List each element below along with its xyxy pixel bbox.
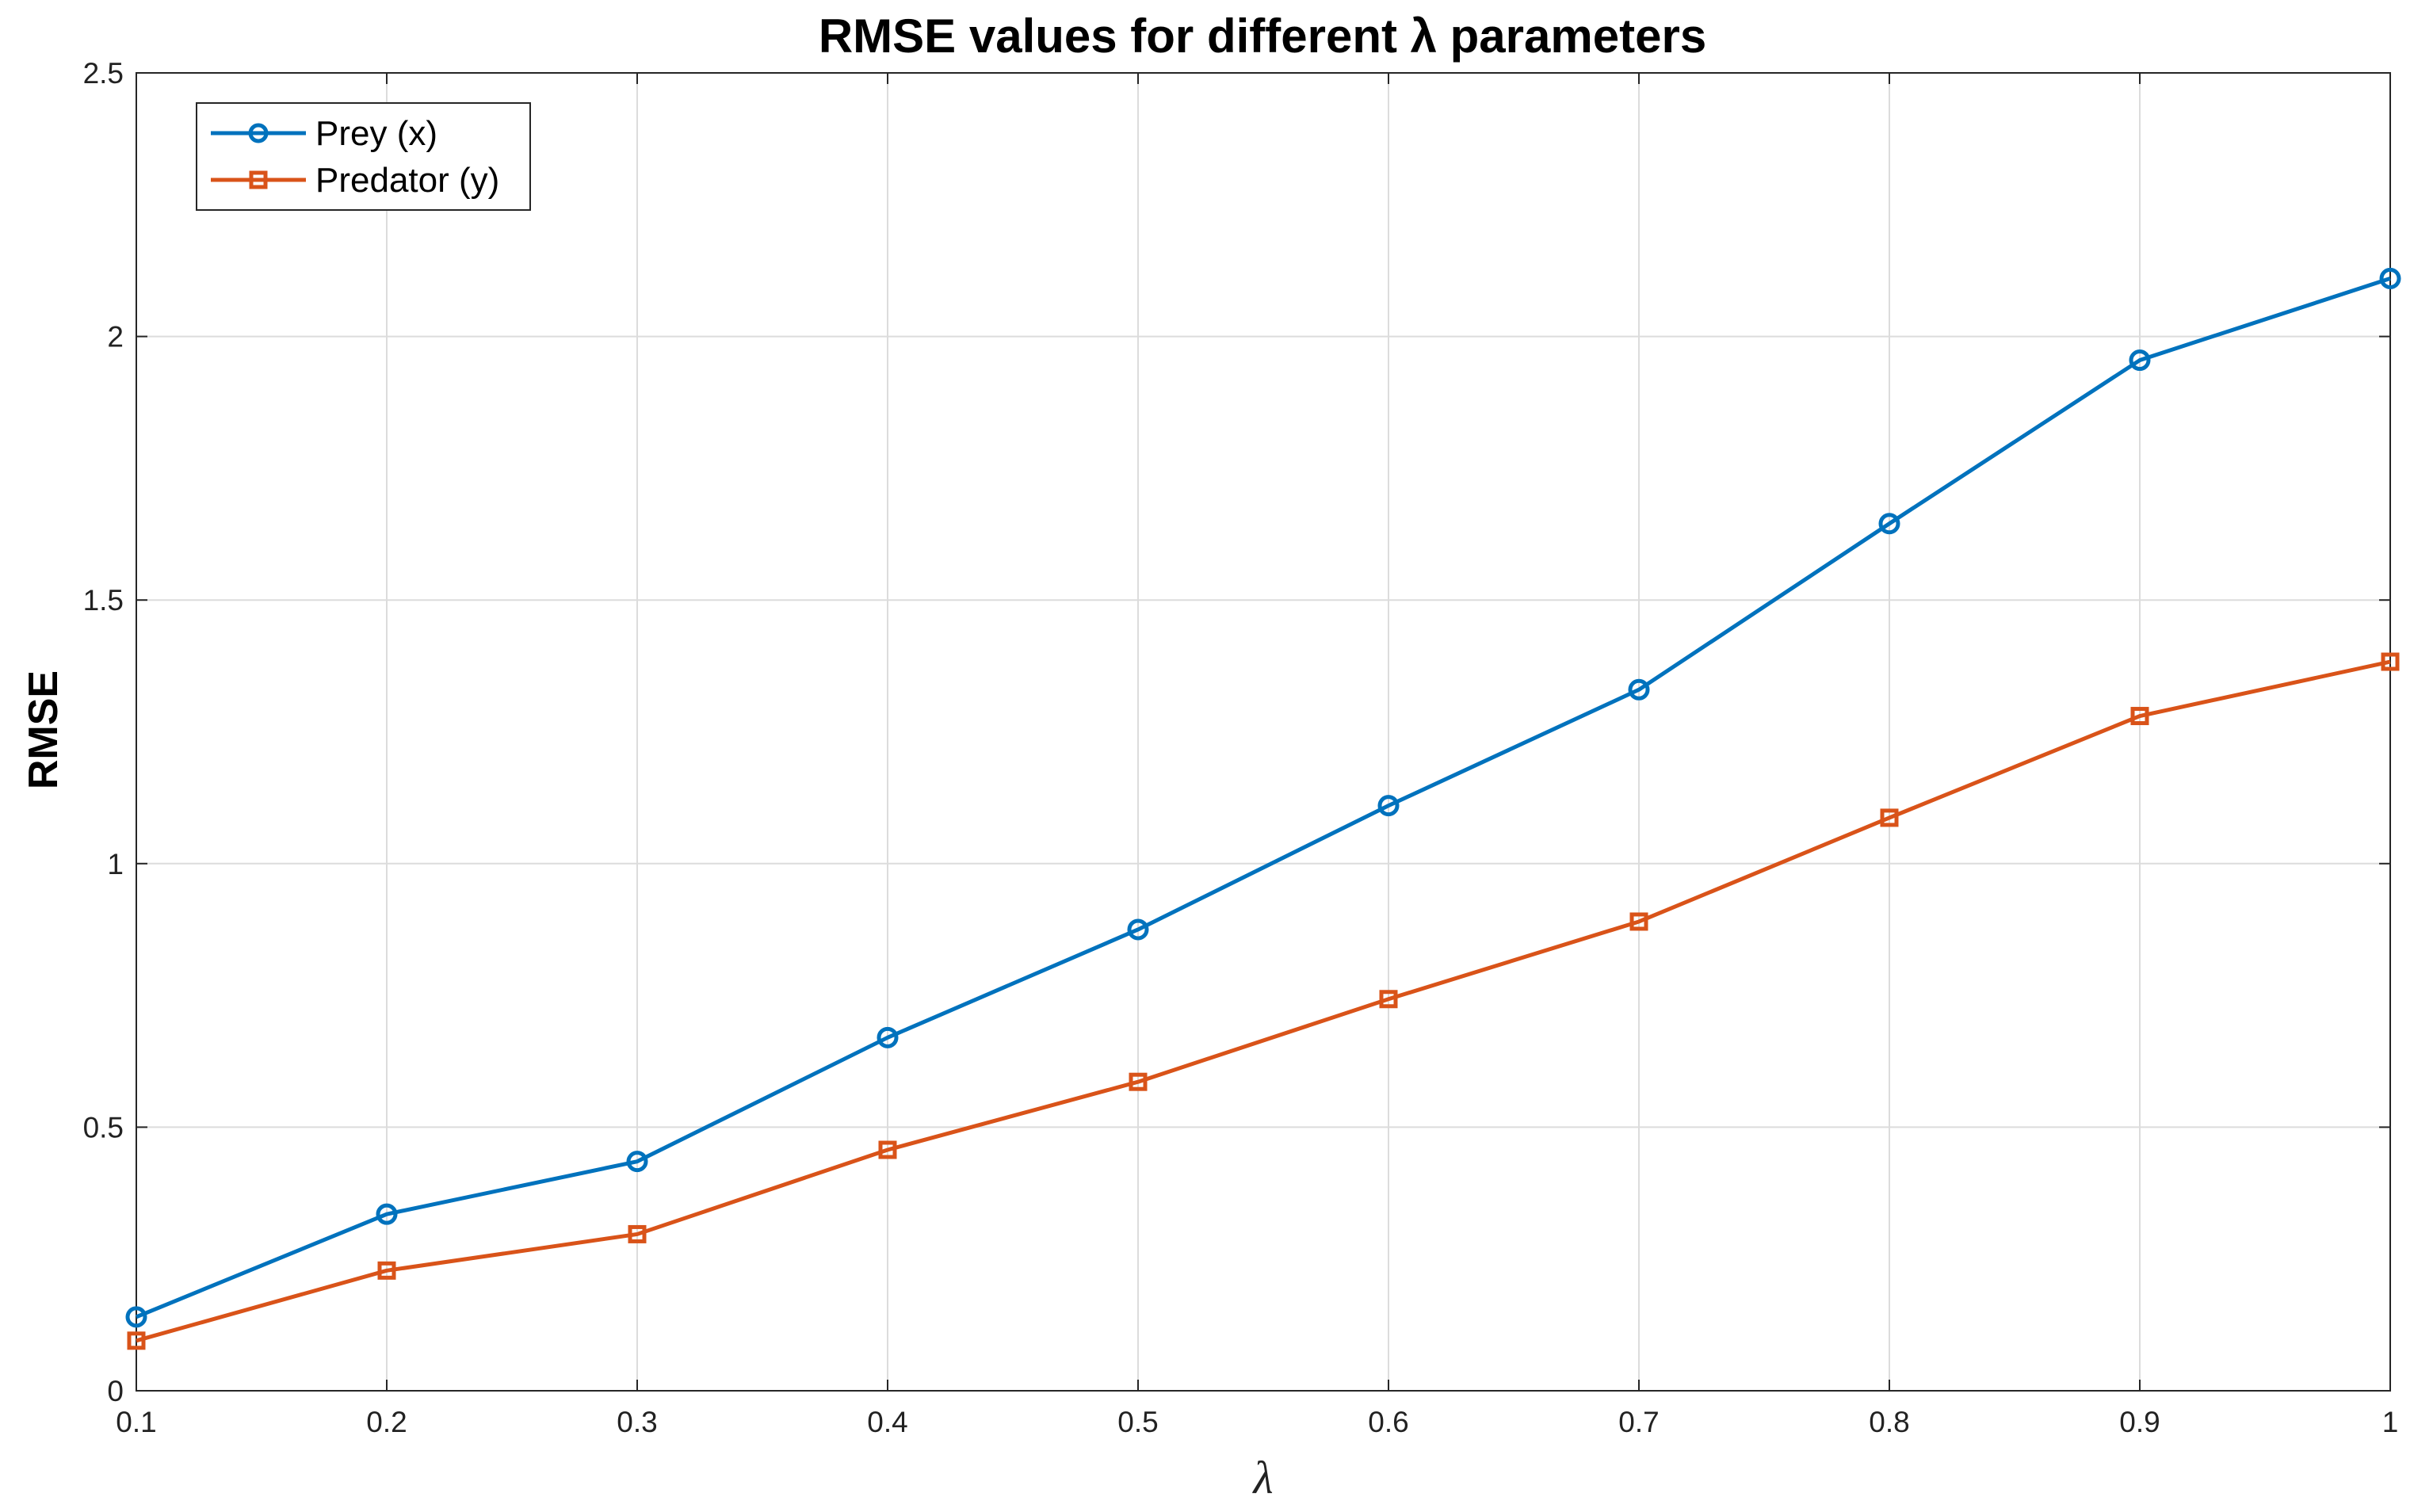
y-axis-ticks: 0 0.5 1 1.5 2 2.5	[83, 57, 2390, 1407]
plot-frame	[136, 72, 2391, 1392]
y-tick-label: 0	[107, 1375, 124, 1407]
data-point	[1878, 513, 1900, 535]
y-tick-label: 2	[107, 321, 124, 353]
data-point	[626, 1151, 648, 1173]
x-tick-label: 0.5	[1117, 1406, 1158, 1438]
x-axis-label: λ	[1251, 1452, 1273, 1503]
legend-marker-predator	[249, 170, 268, 189]
legend-label-predator: Predator (y)	[315, 161, 499, 200]
series-line	[136, 659, 2391, 1343]
data-point	[1880, 808, 1899, 827]
x-tick-label: 0.2	[366, 1406, 407, 1438]
y-tick-label: 1.5	[83, 584, 124, 617]
data-point	[877, 1026, 899, 1048]
legend-item-predator: Predator (y)	[211, 161, 499, 200]
y-tick-label: 2.5	[83, 57, 124, 90]
legend-marker-prey	[248, 123, 269, 143]
data-point	[377, 1261, 396, 1280]
data-point	[1127, 918, 1149, 941]
data-point	[1129, 1072, 1148, 1091]
x-tick-label: 0.8	[1869, 1406, 1909, 1438]
series-prey	[125, 267, 2401, 1328]
data-point	[628, 1224, 647, 1243]
data-point	[376, 1203, 398, 1225]
data-point	[2130, 707, 2149, 726]
x-tick-label: 0.1	[116, 1406, 156, 1438]
x-tick-label: 0.3	[617, 1406, 657, 1438]
x-tick-label: 0.7	[1618, 1406, 1659, 1438]
y-tick-label: 1	[107, 848, 124, 880]
chart-title: RMSE values for different λ parameters	[819, 10, 1706, 63]
legend: Prey (x) Predator (y)	[196, 102, 531, 211]
data-point	[1628, 678, 1650, 701]
data-point	[2381, 652, 2400, 671]
x-tick-label: 0.9	[2119, 1406, 2160, 1438]
x-axis-ticks: 0.1 0.2 0.3 0.4 0.5 0.6 0.7 0.8 0.9 1	[116, 73, 2398, 1438]
series-predator	[127, 652, 2400, 1350]
y-tick-label: 0.5	[83, 1111, 124, 1144]
x-tick-label: 0.4	[867, 1406, 907, 1438]
data-point	[878, 1140, 897, 1159]
x-tick-label: 1	[2382, 1406, 2399, 1438]
data-point	[2379, 267, 2401, 289]
legend-box	[196, 102, 531, 211]
y-axis-label: RMSE	[21, 670, 67, 789]
data-point	[1629, 912, 1648, 931]
data-point	[1379, 990, 1398, 1009]
data-point	[125, 1306, 147, 1328]
legend-item-prey: Prey (x)	[211, 114, 437, 153]
data-point	[2129, 349, 2151, 372]
x-tick-label: 0.6	[1368, 1406, 1408, 1438]
data-series	[125, 267, 2401, 1350]
data-point	[127, 1331, 146, 1350]
data-point	[1377, 795, 1400, 817]
legend-label-prey: Prey (x)	[315, 114, 437, 153]
series-line	[136, 277, 2391, 1319]
